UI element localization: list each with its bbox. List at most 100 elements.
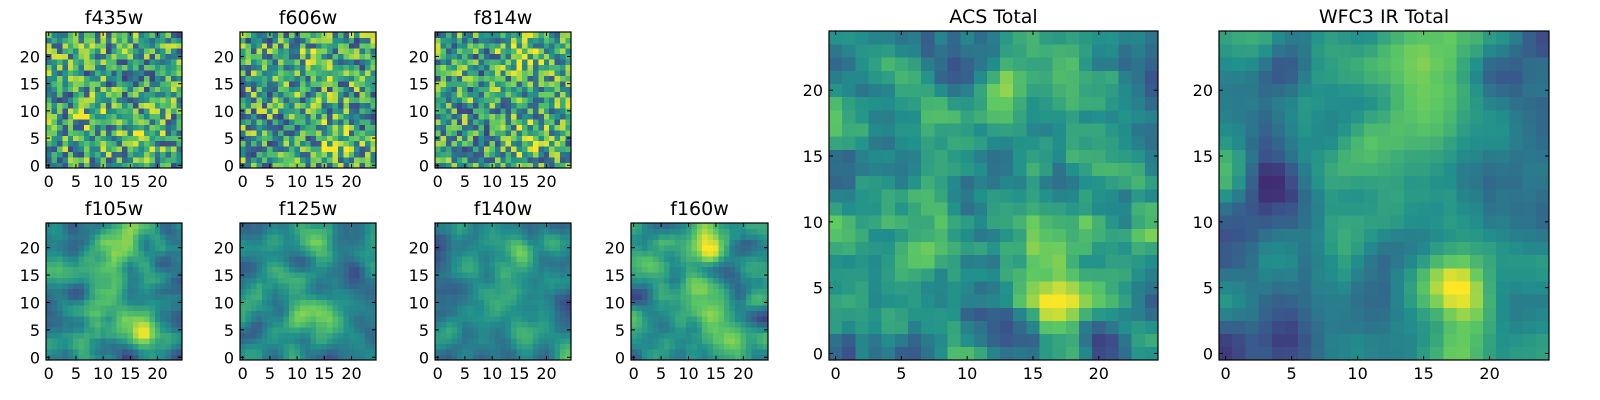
heatmap-cell	[456, 228, 463, 235]
heatmap-cell	[522, 91, 528, 98]
heatmap-cell	[138, 37, 145, 44]
heatmap-cell	[842, 215, 856, 229]
heatmap-cell	[757, 321, 763, 328]
heatmap-cell	[532, 64, 539, 71]
heatmap-cell	[462, 86, 469, 93]
heatmap-cell	[565, 228, 572, 235]
heatmap-cell	[165, 288, 172, 295]
heatmap-cell	[316, 113, 322, 120]
heatmap-cell	[138, 80, 145, 87]
heatmap-cell	[527, 316, 534, 323]
heatmap-cell	[256, 250, 263, 257]
heatmap-cell	[658, 343, 665, 350]
heatmap-cell	[483, 338, 490, 344]
heatmap-cell	[310, 327, 317, 333]
heatmap-cell	[78, 102, 85, 109]
heatmap-cell	[365, 239, 371, 246]
heatmap-cell	[735, 349, 741, 355]
heatmap-cell	[489, 97, 496, 104]
heatmap-cell	[171, 338, 177, 344]
heatmap-cell	[440, 261, 447, 268]
heatmap-cell	[494, 299, 501, 306]
heatmap-cell	[348, 97, 355, 104]
heatmap-cell	[343, 250, 350, 257]
heatmap-cell	[343, 261, 350, 268]
heatmap-cell	[365, 129, 371, 136]
heatmap-cell	[278, 64, 284, 71]
heatmap-cell	[713, 250, 720, 257]
heatmap-cell	[310, 283, 317, 290]
heatmap-cell	[451, 228, 458, 235]
heatmap-cell	[549, 86, 556, 93]
heatmap-cell	[1079, 254, 1093, 269]
heatmap-cell	[337, 255, 344, 262]
heatmap-cell	[696, 310, 703, 317]
heatmap-cell	[842, 175, 856, 190]
heatmap-cell	[299, 354, 306, 361]
heatmap-cell	[299, 48, 306, 55]
heatmap-cell	[321, 305, 328, 312]
heatmap-cell	[549, 135, 556, 142]
heatmap-cell	[647, 283, 654, 290]
heatmap-cell	[1026, 294, 1040, 308]
heatmap-cell	[560, 162, 566, 169]
heatmap-cell	[305, 233, 312, 240]
heatmap-cell	[154, 332, 161, 339]
heatmap-cell	[305, 124, 312, 131]
heatmap-cell	[641, 343, 648, 350]
heatmap-cell	[62, 151, 69, 158]
heatmap-cell	[354, 332, 361, 339]
heatmap-cell	[278, 157, 284, 163]
heatmap-cell	[245, 266, 252, 273]
heatmap-cell	[354, 86, 361, 93]
heatmap-cell	[354, 255, 361, 262]
heatmap-cell	[365, 299, 371, 306]
heatmap-cell	[343, 70, 350, 76]
heatmap-cell	[868, 175, 883, 190]
heatmap-cell	[680, 321, 687, 328]
heatmap-cell	[250, 288, 257, 295]
heatmap-cell	[527, 146, 534, 153]
heatmap-cell	[299, 119, 306, 125]
heatmap-cell	[707, 288, 714, 295]
heatmap-cell	[84, 349, 90, 355]
heatmap-cell	[122, 239, 128, 246]
heatmap-cell	[674, 332, 681, 339]
heatmap-cell	[294, 321, 301, 328]
heatmap-cell	[532, 91, 539, 98]
heatmap-cell	[267, 37, 274, 44]
heatmap-cell	[111, 283, 118, 290]
heatmap-cell	[67, 305, 74, 312]
heatmap-cell	[122, 327, 128, 333]
heatmap-cell	[724, 250, 731, 257]
heatmap-cell	[240, 157, 246, 163]
heatmap-cell	[84, 129, 90, 136]
heatmap-cell	[299, 42, 306, 49]
heatmap-cell	[354, 349, 361, 355]
heatmap-cell	[527, 53, 534, 60]
heatmap-cell	[500, 151, 507, 158]
heatmap-cell	[868, 267, 883, 282]
heatmap-cell	[1079, 307, 1093, 321]
heatmap-cell	[735, 261, 741, 268]
heatmap-cell	[56, 91, 63, 98]
heatmap-cell	[631, 277, 637, 284]
heatmap-cell	[67, 354, 74, 361]
panel-title: f606w	[279, 7, 338, 29]
heatmap-cell	[354, 343, 361, 350]
heatmap-cell	[652, 223, 659, 229]
heatmap-cell	[343, 327, 350, 333]
heatmap-cell	[658, 294, 665, 301]
heatmap-cell	[354, 354, 361, 361]
heatmap-cell	[56, 272, 63, 279]
heatmap-cell	[658, 244, 665, 251]
heatmap-cell	[122, 135, 128, 142]
heatmap-cell	[680, 239, 687, 246]
heatmap-cell	[505, 80, 512, 87]
heatmap-cell	[149, 97, 156, 104]
heatmap-cell	[691, 332, 698, 339]
heatmap-cell	[294, 261, 301, 268]
heatmap-cell	[310, 299, 317, 306]
heatmap-cell	[283, 113, 290, 120]
heatmap-cell	[84, 80, 90, 87]
